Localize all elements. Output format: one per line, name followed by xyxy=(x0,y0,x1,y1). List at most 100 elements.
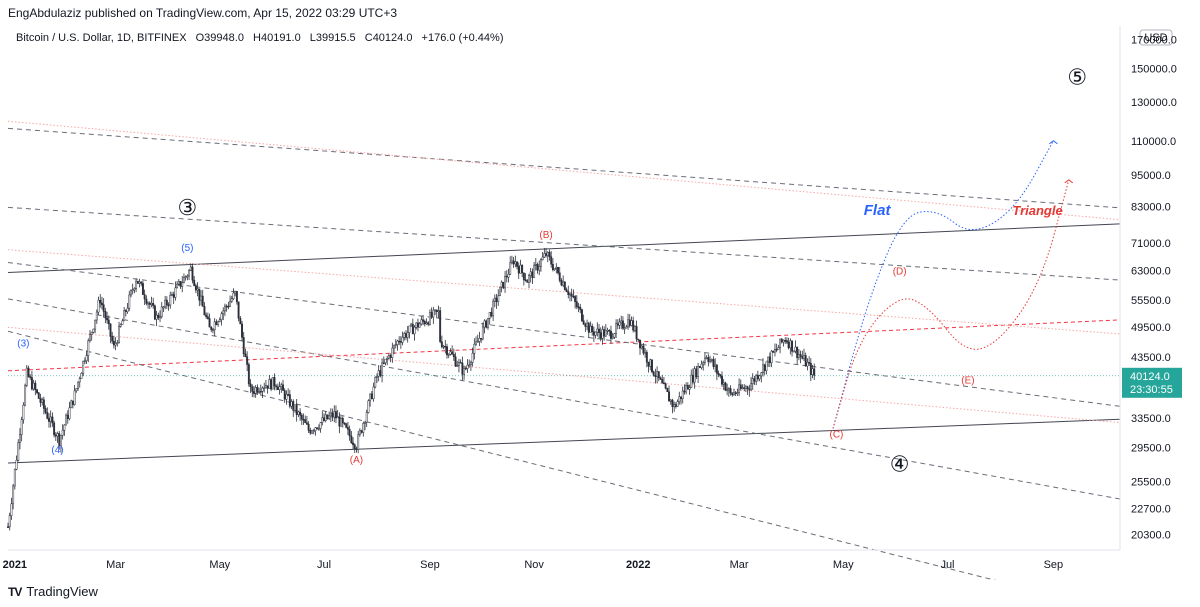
candle-body xyxy=(111,336,114,342)
candle-body xyxy=(317,428,320,430)
candle-body xyxy=(193,279,196,286)
candle xyxy=(526,279,529,283)
candle xyxy=(692,368,694,385)
candle xyxy=(432,306,435,324)
candle-body xyxy=(722,382,725,385)
candle-body xyxy=(348,429,351,437)
candle-body xyxy=(191,266,194,281)
candle-body xyxy=(198,288,201,301)
candle-body xyxy=(181,282,184,287)
candle xyxy=(446,343,448,359)
candle xyxy=(357,430,360,454)
candle-body xyxy=(466,364,469,369)
brand-name: TradingView xyxy=(26,584,98,599)
wave-label: (E) xyxy=(961,376,974,387)
price-tick-label: 25500.0 xyxy=(1131,476,1171,488)
time-tick-label: Mar xyxy=(730,559,749,571)
candle-body xyxy=(514,261,517,265)
candle xyxy=(451,345,454,355)
candle-body xyxy=(353,444,356,449)
candle xyxy=(772,350,775,354)
candle xyxy=(539,258,542,272)
candle xyxy=(502,281,505,290)
candle xyxy=(483,319,486,334)
candle-body xyxy=(432,309,435,318)
candle xyxy=(522,272,525,286)
candle-body xyxy=(237,301,240,319)
candle xyxy=(302,413,305,425)
candle xyxy=(779,338,782,354)
candle xyxy=(340,416,343,427)
candle-body xyxy=(300,414,303,420)
candle xyxy=(331,408,334,422)
candle xyxy=(538,260,541,276)
candle-body xyxy=(528,275,530,283)
candle xyxy=(338,412,341,434)
candle-body xyxy=(336,416,339,419)
candle xyxy=(615,319,618,339)
candle xyxy=(343,422,346,426)
candle-body xyxy=(292,401,295,411)
candle xyxy=(514,255,517,268)
candle xyxy=(305,415,308,425)
candle-body xyxy=(649,359,652,367)
tradingview-brand[interactable]: TV TradingView xyxy=(8,584,98,599)
candle-body xyxy=(567,291,570,295)
candle xyxy=(765,361,768,375)
currency-button[interactable] xyxy=(1139,29,1173,46)
candle xyxy=(275,384,278,391)
candle-body xyxy=(768,356,771,364)
candle xyxy=(403,331,406,341)
candle-body xyxy=(570,293,573,297)
candle-body xyxy=(393,345,395,349)
candle-body xyxy=(51,416,54,424)
candle xyxy=(645,349,648,368)
candle-body xyxy=(396,340,399,345)
candle-body xyxy=(36,389,38,393)
candle xyxy=(271,377,274,390)
wave-label: ③ xyxy=(177,195,197,220)
candle-body xyxy=(89,334,91,341)
candle xyxy=(191,263,194,284)
candle xyxy=(575,295,578,310)
candle xyxy=(251,384,254,398)
candle-body xyxy=(579,306,582,310)
time-tick-label: Jul xyxy=(940,559,954,571)
candle xyxy=(179,281,182,289)
candle-body xyxy=(367,400,370,413)
wave-label: (5) xyxy=(181,243,193,254)
candle-body xyxy=(628,319,631,326)
candle-body xyxy=(92,328,95,333)
candle-body xyxy=(529,271,532,276)
candle-body xyxy=(546,252,549,256)
candle xyxy=(399,335,402,349)
candle xyxy=(80,372,83,379)
ohlc-close: C40124.0 xyxy=(365,32,413,44)
candle-body xyxy=(290,401,293,407)
scenario-arrow-icon xyxy=(1049,140,1058,145)
candle-body xyxy=(627,319,630,328)
candle xyxy=(370,391,373,400)
candle-body xyxy=(430,312,433,318)
candle xyxy=(70,399,73,409)
candle-body xyxy=(34,382,37,391)
candle-body xyxy=(314,427,317,432)
price-chart[interactable]: Flat Triangle ③ (5) (3) (4) (A) (B) (C) (D) (E) ④ ⑤… xyxy=(0,0,1200,580)
candle xyxy=(232,288,235,301)
candle-body xyxy=(565,289,568,292)
candle xyxy=(294,404,296,413)
gray-dashed-trendline xyxy=(7,261,1121,407)
candle xyxy=(791,340,793,357)
candle xyxy=(143,289,146,306)
candle xyxy=(560,278,563,287)
price-tick-label: 22700.0 xyxy=(1131,504,1171,516)
candle xyxy=(133,287,136,294)
candle xyxy=(649,358,652,371)
candle xyxy=(586,319,589,331)
candle xyxy=(656,366,659,384)
candle-body xyxy=(526,280,529,283)
candle-body xyxy=(406,332,409,338)
candle xyxy=(584,322,587,332)
candle xyxy=(741,384,744,390)
time-tick-label: Mar xyxy=(106,559,125,571)
